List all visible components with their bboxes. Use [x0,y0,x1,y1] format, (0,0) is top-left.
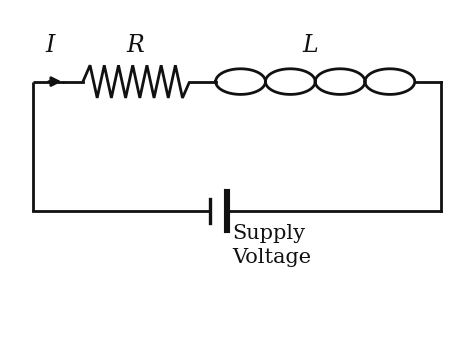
Text: R: R [126,34,144,57]
Text: I: I [45,34,55,57]
Text: L: L [302,34,319,57]
Text: Supply
Voltage: Supply Voltage [232,224,311,267]
